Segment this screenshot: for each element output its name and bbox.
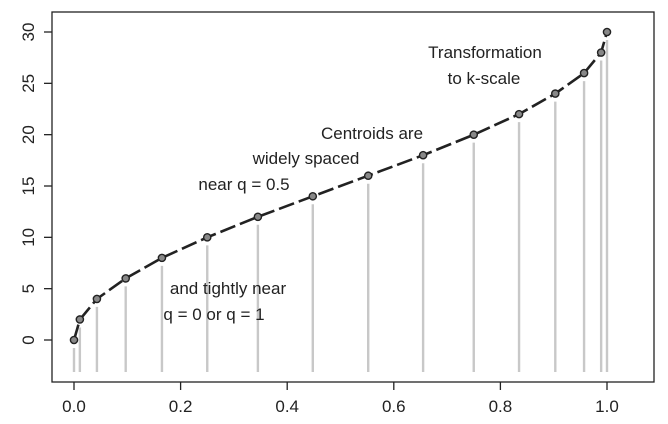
annotation-centroids-line2: widely spaced [252,149,360,168]
centroid-point [202,233,212,242]
centroid-point [550,89,560,98]
centroid-point [157,253,167,263]
annotation-tight-line1: and tightly near [170,279,287,298]
y-tick-label: 5 [19,284,38,293]
centroid-point [308,191,318,201]
centroid-point [514,109,524,119]
plot-frame [51,11,655,383]
y-tick-label: 15 [19,177,38,196]
y-tick-label: 10 [19,228,38,247]
centroid-point [363,171,373,181]
centroid-point [253,212,263,222]
centroid-point [121,274,131,283]
y-axis: 0 5 10 15 20 25 30 [19,23,52,345]
x-tick-label: 0.8 [489,397,513,416]
y-tick-label: 0 [19,335,38,344]
centroid-point [92,294,102,304]
annotations: Transformation to k-scale Centroids are … [163,43,541,324]
y-tick-label: 30 [19,23,38,42]
centroid-point [579,68,589,78]
x-tick-label: 1.0 [595,397,619,416]
centroid-point [596,48,606,57]
annotation-transformation-line1: Transformation [428,43,542,62]
centroid-point [418,150,428,160]
x-tick-label: 0.6 [382,397,406,416]
centroid-point [75,315,85,324]
x-axis: 0.0 0.2 0.4 0.6 0.8 1.0 [62,382,619,416]
annotation-tight-line2: q = 0 or q = 1 [163,305,264,324]
y-tick-label: 25 [19,74,38,93]
y-tick-label: 20 [19,125,38,144]
centroid-point [602,27,612,37]
x-tick-label: 0.0 [62,397,86,416]
annotation-transformation-line2: to k-scale [448,69,521,88]
centroid-points [69,27,612,345]
annotation-centroids-line3: near q = 0.5 [198,175,289,194]
x-tick-label: 0.2 [169,397,193,416]
centroid-point [69,335,79,345]
centroid-point [469,130,479,139]
centroid-stems [72,40,609,372]
x-tick-label: 0.4 [275,397,299,416]
k-scale-curve [72,31,609,341]
annotation-centroids-line1: Centroids are [321,124,423,143]
